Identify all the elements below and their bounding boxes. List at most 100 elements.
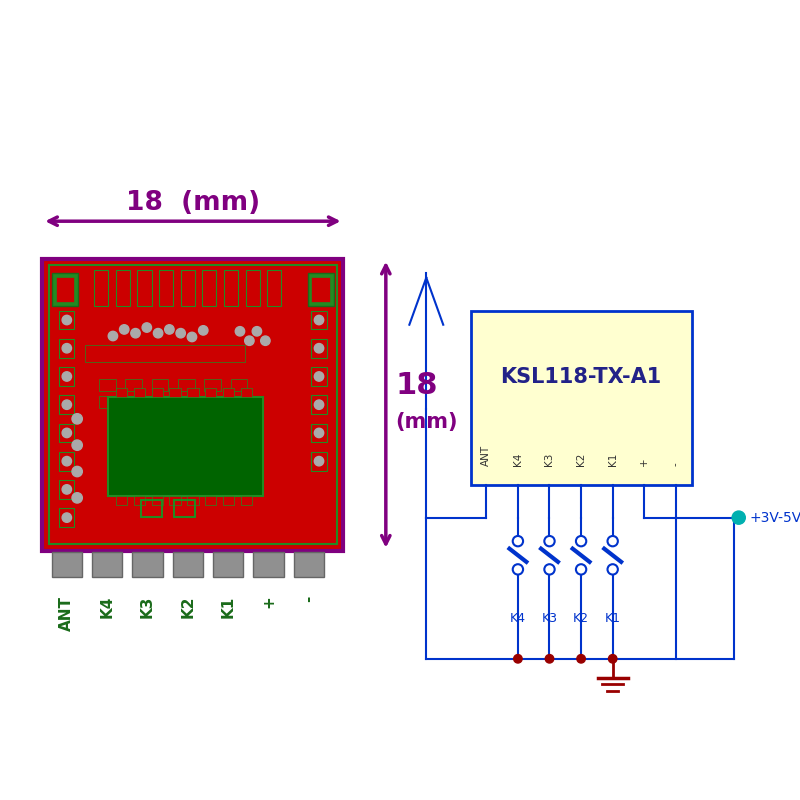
Text: 18: 18 [395, 371, 438, 400]
Bar [174, 500, 194, 517]
Circle shape [62, 400, 71, 410]
Text: +: + [639, 458, 650, 466]
Bar [55, 277, 74, 302]
Bar [49, 266, 337, 544]
Bar [205, 496, 217, 506]
Text: -: - [302, 596, 316, 602]
Circle shape [314, 457, 324, 466]
Circle shape [252, 326, 262, 336]
Bar [85, 346, 245, 362]
Circle shape [514, 654, 522, 663]
Circle shape [72, 440, 82, 450]
Circle shape [142, 323, 151, 332]
Bar [223, 388, 234, 397]
Bar [59, 395, 74, 414]
Circle shape [609, 654, 617, 663]
Circle shape [544, 564, 554, 574]
Bar [204, 379, 221, 390]
Circle shape [176, 329, 186, 338]
Bar [181, 270, 194, 306]
Circle shape [546, 654, 554, 663]
Bar [116, 270, 130, 306]
Bar [170, 496, 181, 506]
Circle shape [314, 315, 324, 325]
Circle shape [165, 325, 174, 334]
Text: ANT: ANT [482, 445, 491, 466]
Text: K3: K3 [545, 453, 554, 466]
Text: +: + [261, 596, 276, 609]
Circle shape [119, 325, 129, 334]
Circle shape [62, 343, 71, 353]
Text: +3V-5V: +3V-5V [749, 510, 800, 525]
Bar [170, 388, 181, 397]
Circle shape [607, 564, 618, 574]
Bar [151, 379, 169, 390]
Circle shape [314, 428, 324, 438]
Bar [59, 508, 74, 527]
Circle shape [607, 536, 618, 546]
Bar [138, 270, 151, 306]
Text: KSL118-TX-A1: KSL118-TX-A1 [501, 366, 662, 386]
Bar [94, 270, 108, 306]
Circle shape [108, 331, 118, 341]
Bar [133, 553, 162, 577]
Text: K2: K2 [180, 596, 195, 618]
Bar [59, 339, 74, 358]
Circle shape [732, 511, 746, 524]
Bar [151, 396, 169, 407]
Bar [59, 452, 74, 470]
Bar [202, 270, 217, 306]
Text: K1: K1 [608, 453, 618, 466]
Text: K1: K1 [605, 612, 621, 625]
Circle shape [62, 485, 71, 494]
Bar [59, 423, 74, 442]
Bar [92, 553, 122, 577]
Circle shape [62, 428, 71, 438]
Circle shape [62, 372, 71, 381]
Bar [42, 259, 343, 550]
Bar [308, 273, 334, 306]
Circle shape [187, 332, 197, 342]
Bar [141, 500, 162, 517]
Circle shape [72, 493, 82, 503]
Bar [241, 496, 252, 506]
Bar [230, 396, 247, 407]
Bar [224, 270, 238, 306]
Circle shape [62, 457, 71, 466]
Bar [213, 553, 243, 577]
Bar [241, 388, 252, 397]
Bar [187, 388, 198, 397]
Bar [59, 367, 74, 386]
Circle shape [577, 654, 586, 663]
Circle shape [513, 564, 523, 574]
Circle shape [131, 329, 140, 338]
Bar [159, 270, 173, 306]
Circle shape [576, 564, 586, 574]
Circle shape [235, 326, 245, 336]
Circle shape [62, 513, 71, 522]
Circle shape [513, 536, 523, 546]
Bar [52, 553, 82, 577]
Bar [178, 396, 194, 407]
Bar [246, 270, 260, 306]
Bar [125, 379, 142, 390]
Bar [205, 388, 217, 397]
Bar [59, 310, 74, 330]
Bar [116, 496, 127, 506]
Circle shape [245, 336, 254, 346]
Bar [204, 396, 221, 407]
Circle shape [261, 336, 270, 346]
Bar [267, 270, 282, 306]
Bar [311, 277, 330, 302]
Text: K4: K4 [100, 596, 114, 618]
Bar [116, 388, 127, 397]
Circle shape [314, 343, 324, 353]
Circle shape [154, 329, 162, 338]
Text: K3: K3 [140, 596, 155, 618]
Circle shape [576, 536, 586, 546]
Circle shape [72, 414, 82, 424]
Bar [187, 496, 198, 506]
Bar [59, 480, 74, 499]
Text: K2: K2 [576, 453, 586, 466]
Bar [311, 395, 326, 414]
